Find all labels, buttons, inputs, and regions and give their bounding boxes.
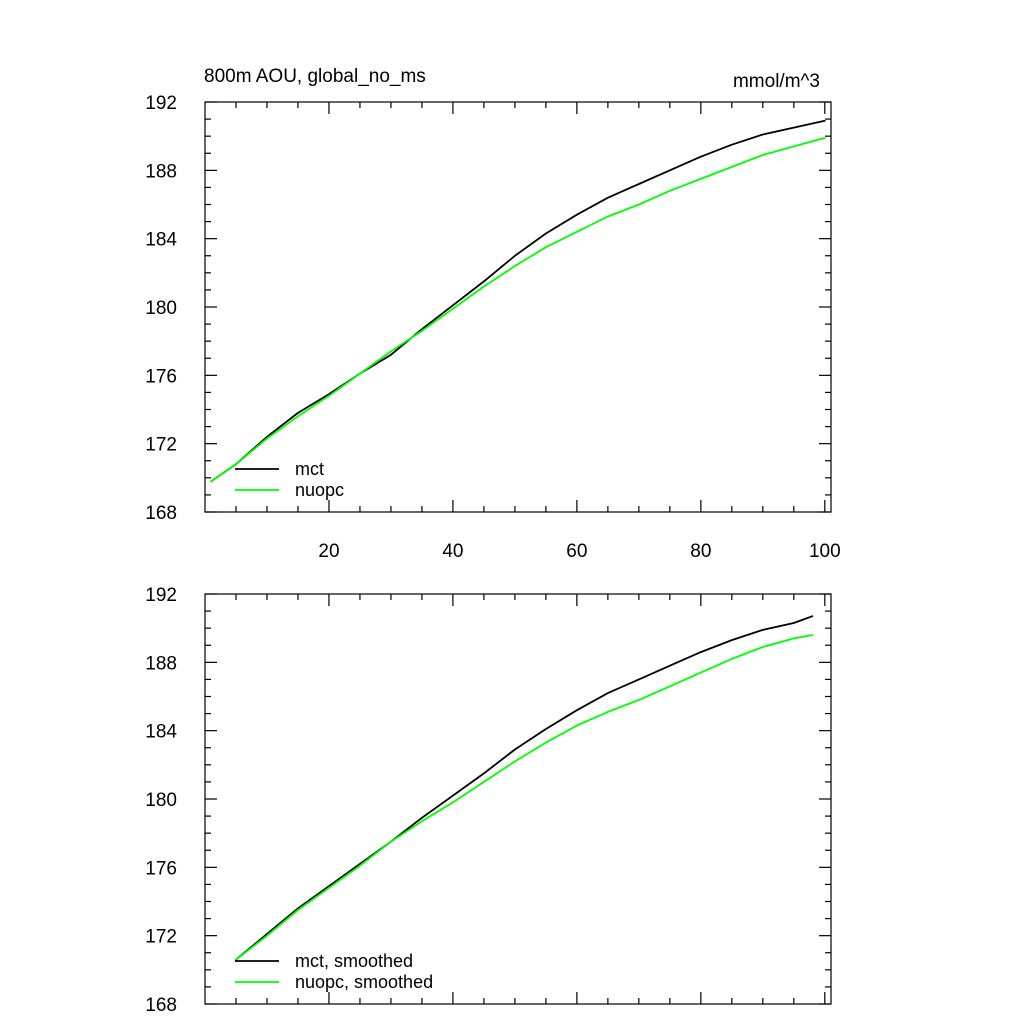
x-tick-label: 60 bbox=[566, 541, 587, 562]
y-tick-label: 176 bbox=[145, 366, 177, 387]
y-tick-label: 168 bbox=[145, 995, 177, 1016]
top-chart-lines bbox=[210, 119, 826, 483]
y-tick-label: 184 bbox=[145, 722, 177, 743]
series-line-nuopc bbox=[210, 136, 826, 483]
bottom-chart-lines bbox=[235, 615, 814, 961]
top-chart-ticks: 168 172 176 180 184 188 192 20 40 60 80 100 bbox=[145, 93, 840, 562]
y-tick-label: 176 bbox=[145, 858, 177, 879]
y-tick-label: 188 bbox=[145, 653, 177, 674]
legend-label: mct bbox=[295, 459, 324, 479]
bottom-chart-panel: 168 172 176 180 184 188 192 mct, smoothednuopc… bbox=[145, 585, 832, 1016]
y-tick-label: 180 bbox=[145, 790, 177, 811]
chart-title: 800m AOU, global_no_ms bbox=[204, 66, 426, 87]
series-line-mct bbox=[210, 119, 826, 483]
y-tick-label: 192 bbox=[145, 585, 177, 606]
top-chart-frame bbox=[204, 101, 832, 513]
y-tick-label: 172 bbox=[145, 927, 177, 948]
x-tick-label: 100 bbox=[809, 541, 841, 562]
series-line-nuopc bbox=[235, 634, 814, 961]
y-tick-label: 180 bbox=[145, 298, 177, 319]
legend-label: mct, smoothed bbox=[295, 951, 413, 971]
series-line-mct bbox=[235, 615, 814, 961]
units-label: mmol/m^3 bbox=[733, 71, 820, 92]
bottom-chart-frame bbox=[204, 593, 832, 1005]
y-tick-label: 188 bbox=[145, 161, 177, 182]
x-tick-label: 40 bbox=[442, 541, 463, 562]
x-tick-label: 80 bbox=[690, 541, 711, 562]
y-tick-label: 168 bbox=[145, 503, 177, 524]
legend-label: nuopc bbox=[295, 480, 344, 500]
y-tick-label: 184 bbox=[145, 230, 177, 251]
legend-label: nuopc, smoothed bbox=[295, 972, 433, 992]
y-tick-label: 192 bbox=[145, 93, 177, 114]
x-tick-label: 20 bbox=[318, 541, 339, 562]
top-chart-panel: 800m AOU, global_no_ms mmol/m^3 168 172 17… bbox=[145, 66, 840, 562]
y-tick-label: 172 bbox=[145, 435, 177, 456]
